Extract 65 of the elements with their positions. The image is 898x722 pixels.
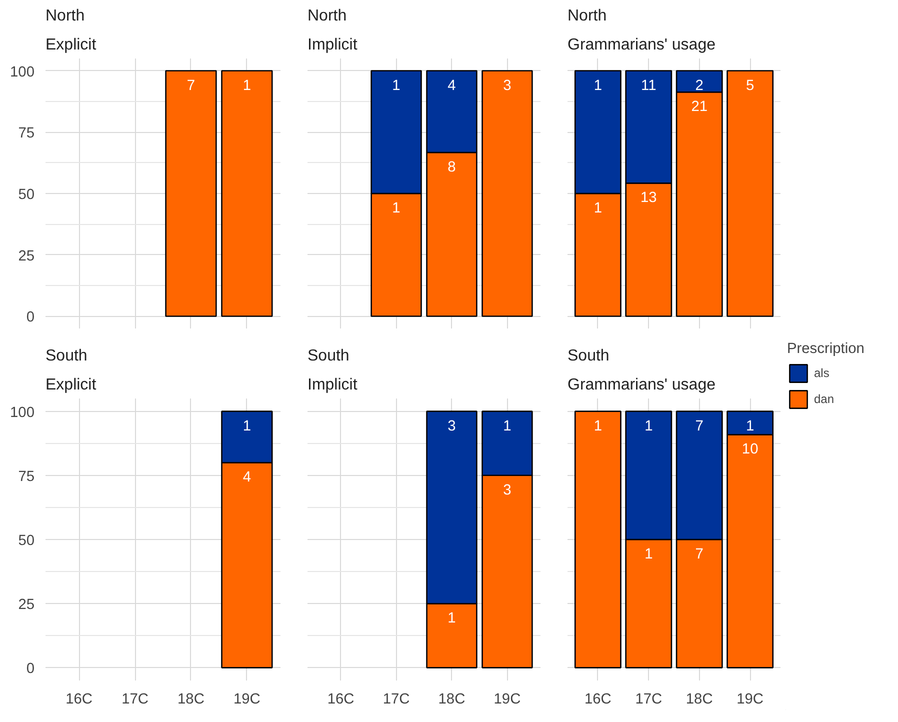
annotation: 13 [640, 190, 657, 206]
y-tick-label: 50 [18, 533, 35, 549]
chart-subtitle: Implicit [308, 376, 358, 394]
legend-label: dan [814, 392, 834, 406]
annotation: 8 [448, 160, 456, 176]
annotation: 4 [448, 78, 456, 94]
annotation: 1 [242, 78, 252, 94]
annotation: 1 [644, 418, 653, 434]
y-tick-label: 50 [18, 187, 35, 203]
annotation: 1 [594, 200, 602, 216]
y-tick-label: 0 [26, 310, 35, 326]
annotation: 1 [448, 610, 456, 627]
annotation: 5 [746, 78, 754, 94]
chart-title: South [46, 348, 88, 364]
x-tick-label: 19C [736, 692, 764, 708]
chart-title: South [308, 348, 350, 364]
annotation: 7 [695, 546, 704, 562]
x-tick-label: 18C [438, 692, 466, 708]
annotation: 1 [644, 546, 653, 562]
y-tick-label: 75 [18, 468, 35, 485]
x-tick-label: 18C [178, 692, 205, 708]
annotation: 3 [503, 482, 512, 498]
annotation: 3 [448, 418, 456, 434]
annotation: 2 [695, 78, 704, 94]
y-tick-label: 100 [10, 404, 35, 421]
annotation: 21 [691, 99, 708, 116]
x-tick-label: 16C [66, 692, 93, 708]
chart-subtitle: Explicit [46, 36, 97, 54]
annotation: 1 [746, 418, 754, 434]
chart-title: North [308, 8, 347, 24]
annotation: 7 [186, 78, 196, 94]
legend-title: Prescription [787, 341, 864, 357]
x-tick-label: 17C [382, 692, 410, 708]
annotation: 3 [503, 78, 512, 94]
chart-subtitle: Explicit [46, 376, 97, 394]
annotation: 1 [594, 78, 602, 94]
annotation: 1 [392, 200, 400, 216]
y-tick-label: 0 [26, 661, 35, 678]
annotation: 1 [503, 418, 512, 434]
x-tick-label: 17C [635, 692, 662, 708]
chart-title: South [568, 348, 610, 364]
annotation: 1 [242, 418, 252, 434]
x-tick-label: 17C [122, 692, 149, 708]
y-tick-label: 75 [18, 126, 35, 142]
y-tick-label: 25 [18, 597, 35, 614]
bar [726, 70, 774, 317]
y-tick-label: 25 [18, 248, 35, 264]
annotation: 7 [695, 418, 704, 434]
chart-subtitle: Grammarians' usage [568, 376, 716, 394]
chart-subtitle: Grammarians' usage [568, 36, 716, 54]
x-tick-label: 16C [584, 692, 612, 708]
x-tick-label: 19C [494, 692, 522, 708]
chart-title: North [46, 8, 85, 24]
chart-title: North [568, 8, 607, 24]
x-tick-label: 16C [327, 692, 355, 708]
legend-label: als [814, 366, 830, 380]
annotation: 1 [594, 418, 602, 434]
annotation: 4 [242, 470, 252, 486]
x-tick-label: 19C [233, 692, 261, 708]
chart-subtitle: Implicit [308, 36, 358, 54]
annotation: 11 [641, 78, 656, 94]
annotation: 1 [392, 78, 400, 94]
y-tick-label: 100 [10, 64, 35, 80]
x-tick-label: 18C [686, 692, 714, 708]
annotation: 10 [742, 442, 758, 458]
